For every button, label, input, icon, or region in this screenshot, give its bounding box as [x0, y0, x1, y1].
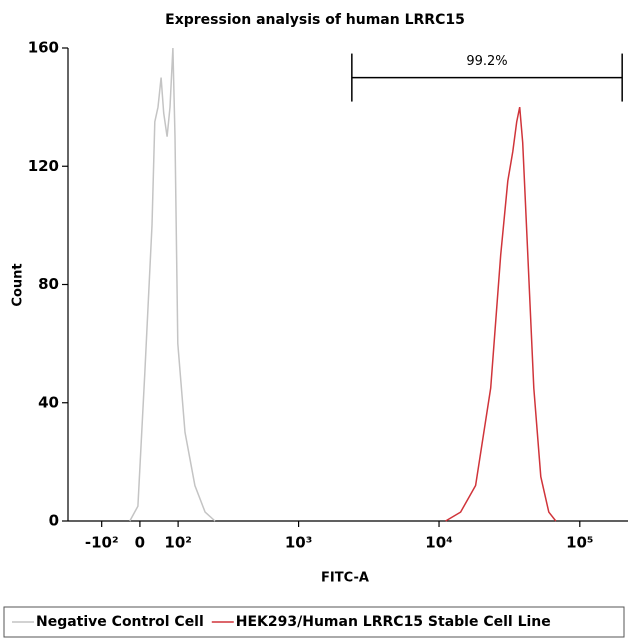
y-axis-title: Count [11, 263, 26, 306]
series-line [445, 106, 557, 522]
y-tick-label: 0 [49, 512, 59, 530]
y-tick-label: 120 [28, 157, 59, 175]
x-tick-label: 10⁴ [425, 534, 452, 552]
x-tick-label: 10⁵ [566, 534, 593, 552]
x-tick-label: -10² [85, 534, 119, 552]
gate-label: 99.2% [466, 54, 507, 69]
series-line [129, 47, 216, 522]
legend-box [3, 606, 625, 638]
x-axis-title: FITC-A [321, 571, 369, 586]
x-tick-label: 0 [135, 534, 145, 552]
y-tick-label: 160 [28, 39, 59, 57]
legend-label: HEK293/Human LRRC15 Stable Cell Line [236, 614, 551, 630]
x-tick-label: 10² [164, 534, 191, 552]
chart-title: Expression analysis of human LRRC15 [165, 12, 465, 28]
x-tick-label: 10³ [285, 534, 312, 552]
y-tick-label: 80 [38, 275, 59, 293]
y-tick-label: 40 [38, 393, 59, 411]
legend-label: Negative Control Cell [36, 614, 204, 630]
